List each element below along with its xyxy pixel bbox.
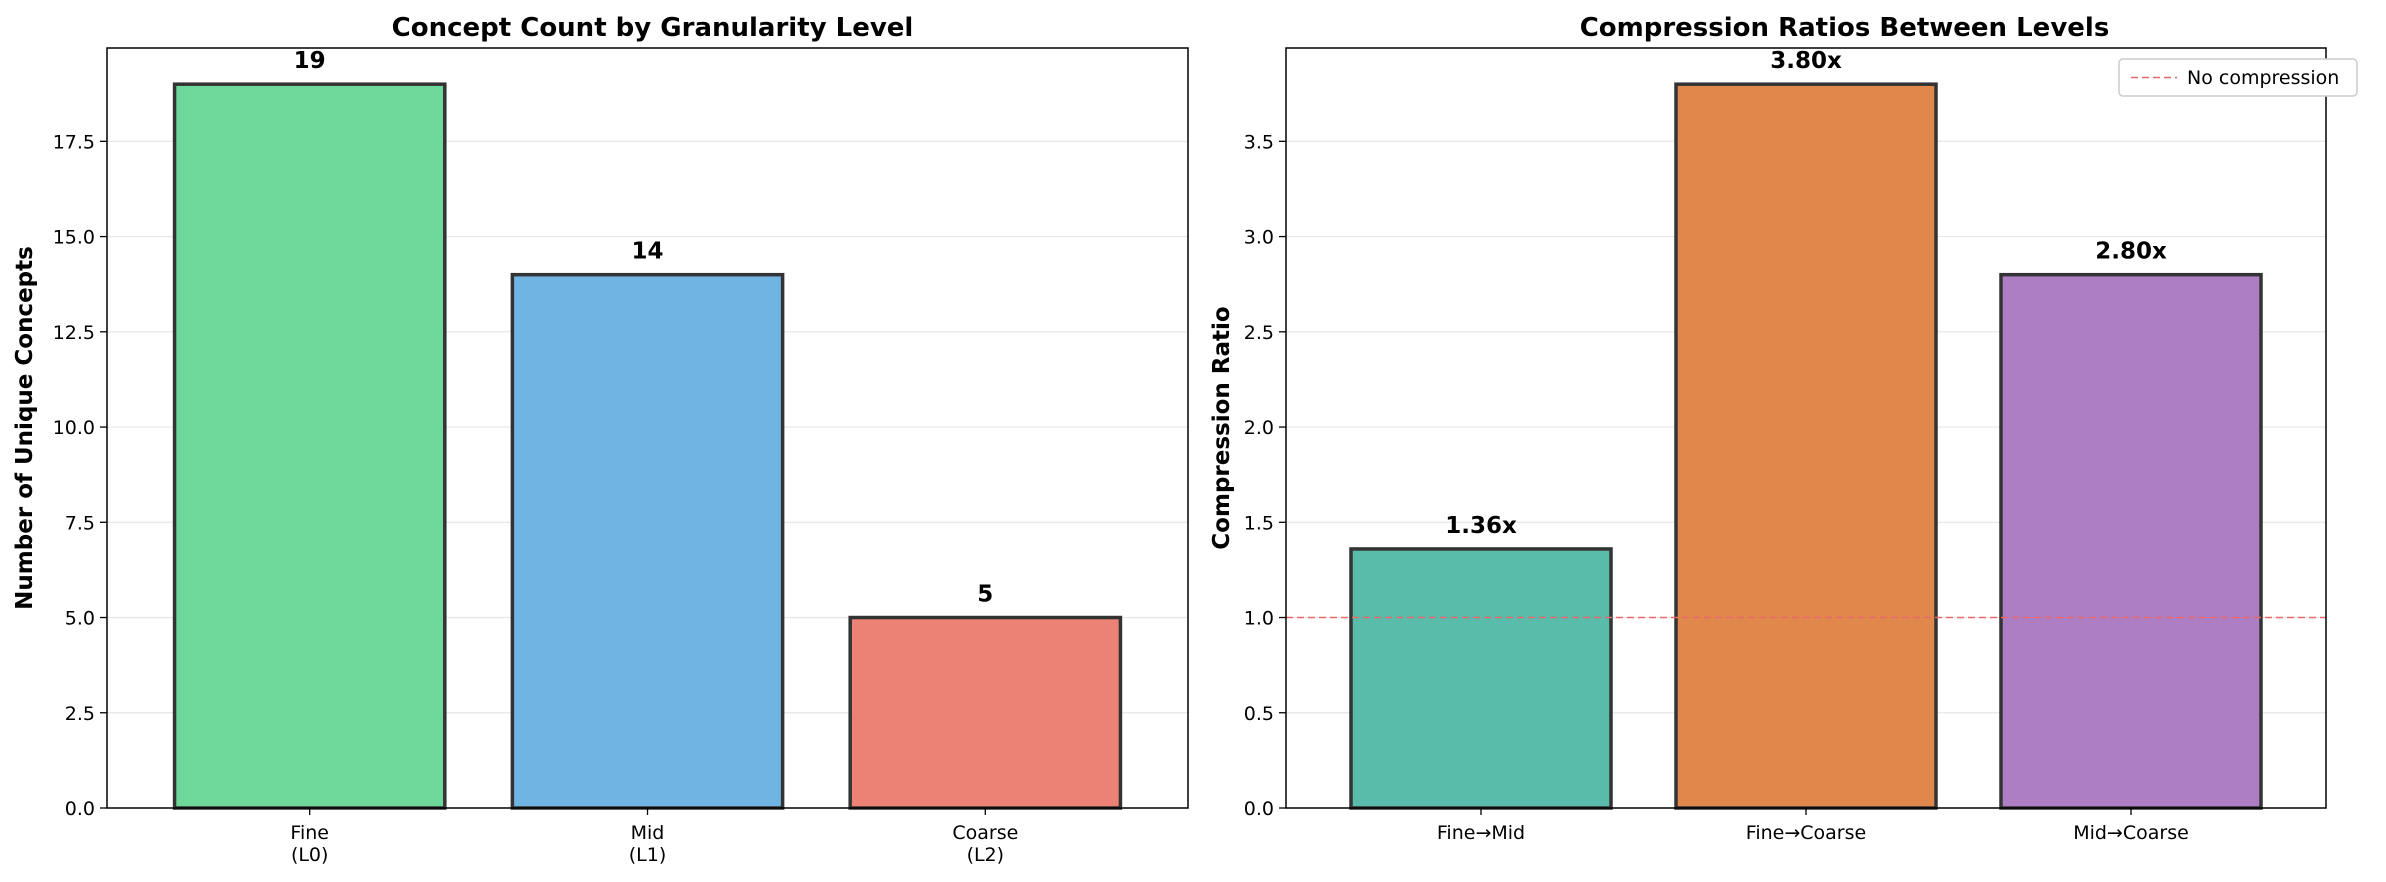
y-tick-label: 3.0 <box>1244 227 1274 249</box>
bar-value-label: 19 <box>294 48 326 74</box>
y-tick-label: 3.5 <box>1244 131 1274 153</box>
legend-box <box>2118 58 2358 97</box>
chart-panel-concept-count: 0.0 2.5 5.0 7.5 10.0 12.5 15.0 17.5 Fine (L0) Mid(… <box>12 13 1189 866</box>
bar <box>848 615 1123 810</box>
y-tick-label: 0.0 <box>1244 798 1274 820</box>
y-axis-label: Compression Ratio <box>1209 306 1235 549</box>
bar <box>510 272 785 810</box>
bar <box>1349 547 1613 810</box>
y-tick-label: 5.0 <box>65 608 95 630</box>
y-tick-label: 1.0 <box>1244 608 1274 630</box>
bar-value-label: 2.80x <box>2095 239 2167 265</box>
y-tick-label: 2.5 <box>65 703 95 725</box>
bar-value-label: 3.80x <box>1770 48 1842 74</box>
chart-title: Compression Ratios Between Levels <box>1580 13 2110 43</box>
y-tick-label: 15.0 <box>53 227 95 249</box>
y-axis-label: Number of Unique Concepts <box>12 246 38 610</box>
legend-label: No compression <box>2187 67 2339 89</box>
y-tick-label: 0.5 <box>1244 703 1274 725</box>
axes-frame <box>106 47 1189 809</box>
bar-value-label: 14 <box>631 239 663 265</box>
y-tick-label: 7.5 <box>65 512 95 534</box>
x-tick-label: Coarse (L2) <box>952 822 1018 866</box>
x-tick-label: Mid→Coarse <box>2073 822 2189 844</box>
chart-panel-compression-ratios: 0.0 0.5 1.0 1.5 2.0 2.5 3.0 3.5 Fine→Mid Fine→Coa… <box>1209 13 2358 844</box>
y-tick-label: 2.5 <box>1244 322 1274 344</box>
bar <box>1674 82 1938 810</box>
x-tick-label: Fine→Mid <box>1437 822 1525 844</box>
bar <box>1999 272 2263 810</box>
y-tick-label: 10.0 <box>53 417 95 439</box>
y-tick-label: 17.5 <box>53 131 95 153</box>
bar <box>172 82 447 810</box>
y-tick-label: 0.0 <box>65 798 95 820</box>
y-tick-label: 12.5 <box>53 322 95 344</box>
axes-frame <box>1285 47 2327 809</box>
y-tick-label: 1.5 <box>1244 512 1274 534</box>
x-tick-label: Mid (L1) <box>629 822 667 866</box>
chart-title: Concept Count by Granularity Level <box>392 13 914 43</box>
x-tick-label: Fine→Coarse <box>1746 822 1866 844</box>
bar-value-label: 5 <box>977 582 993 608</box>
y-tick-label: 2.0 <box>1244 417 1274 439</box>
x-tick-label: Fine (L0) <box>290 822 329 866</box>
legend: No compression <box>2118 58 2358 97</box>
bar-value-label: 1.36x <box>1445 513 1517 539</box>
